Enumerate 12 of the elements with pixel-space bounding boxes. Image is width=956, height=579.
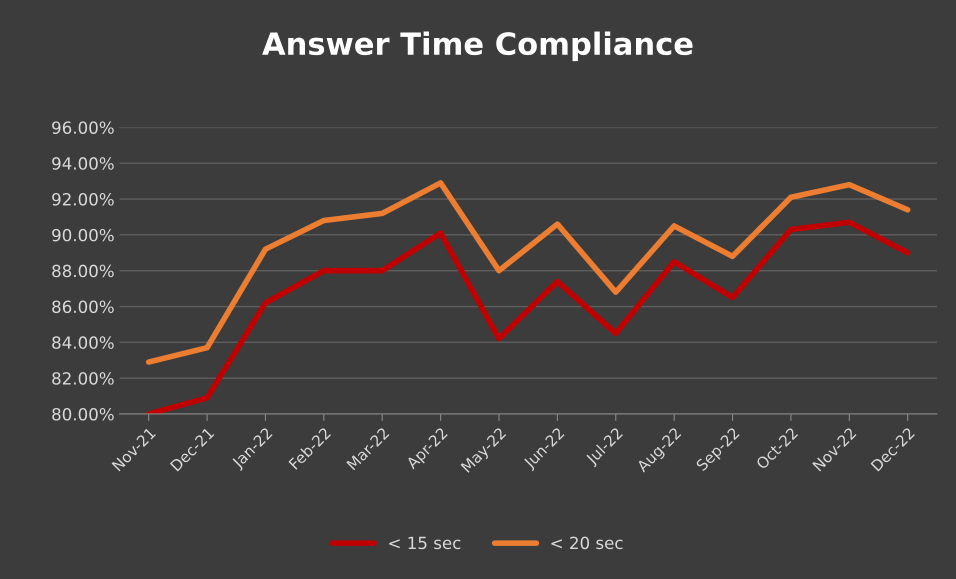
y-tick-label: 94.00%	[52, 157, 114, 170]
chart-title: Answer Time Compliance	[262, 32, 693, 62]
legend-label: < 20 sec	[551, 536, 622, 550]
y-tick-label: 82.00%	[52, 372, 114, 385]
y-tick-label: 84.00%	[52, 336, 114, 349]
y-tick-label: 88.00%	[52, 264, 114, 278]
y-tick-label: 90.00%	[52, 228, 114, 242]
y-tick-label: 92.00%	[52, 192, 114, 206]
legend-label: < 15 sec	[389, 536, 460, 550]
y-tick-label: 80.00%	[52, 408, 114, 421]
y-tick-label: 96.00%	[52, 121, 114, 134]
y-tick-label: 86.00%	[52, 300, 114, 314]
